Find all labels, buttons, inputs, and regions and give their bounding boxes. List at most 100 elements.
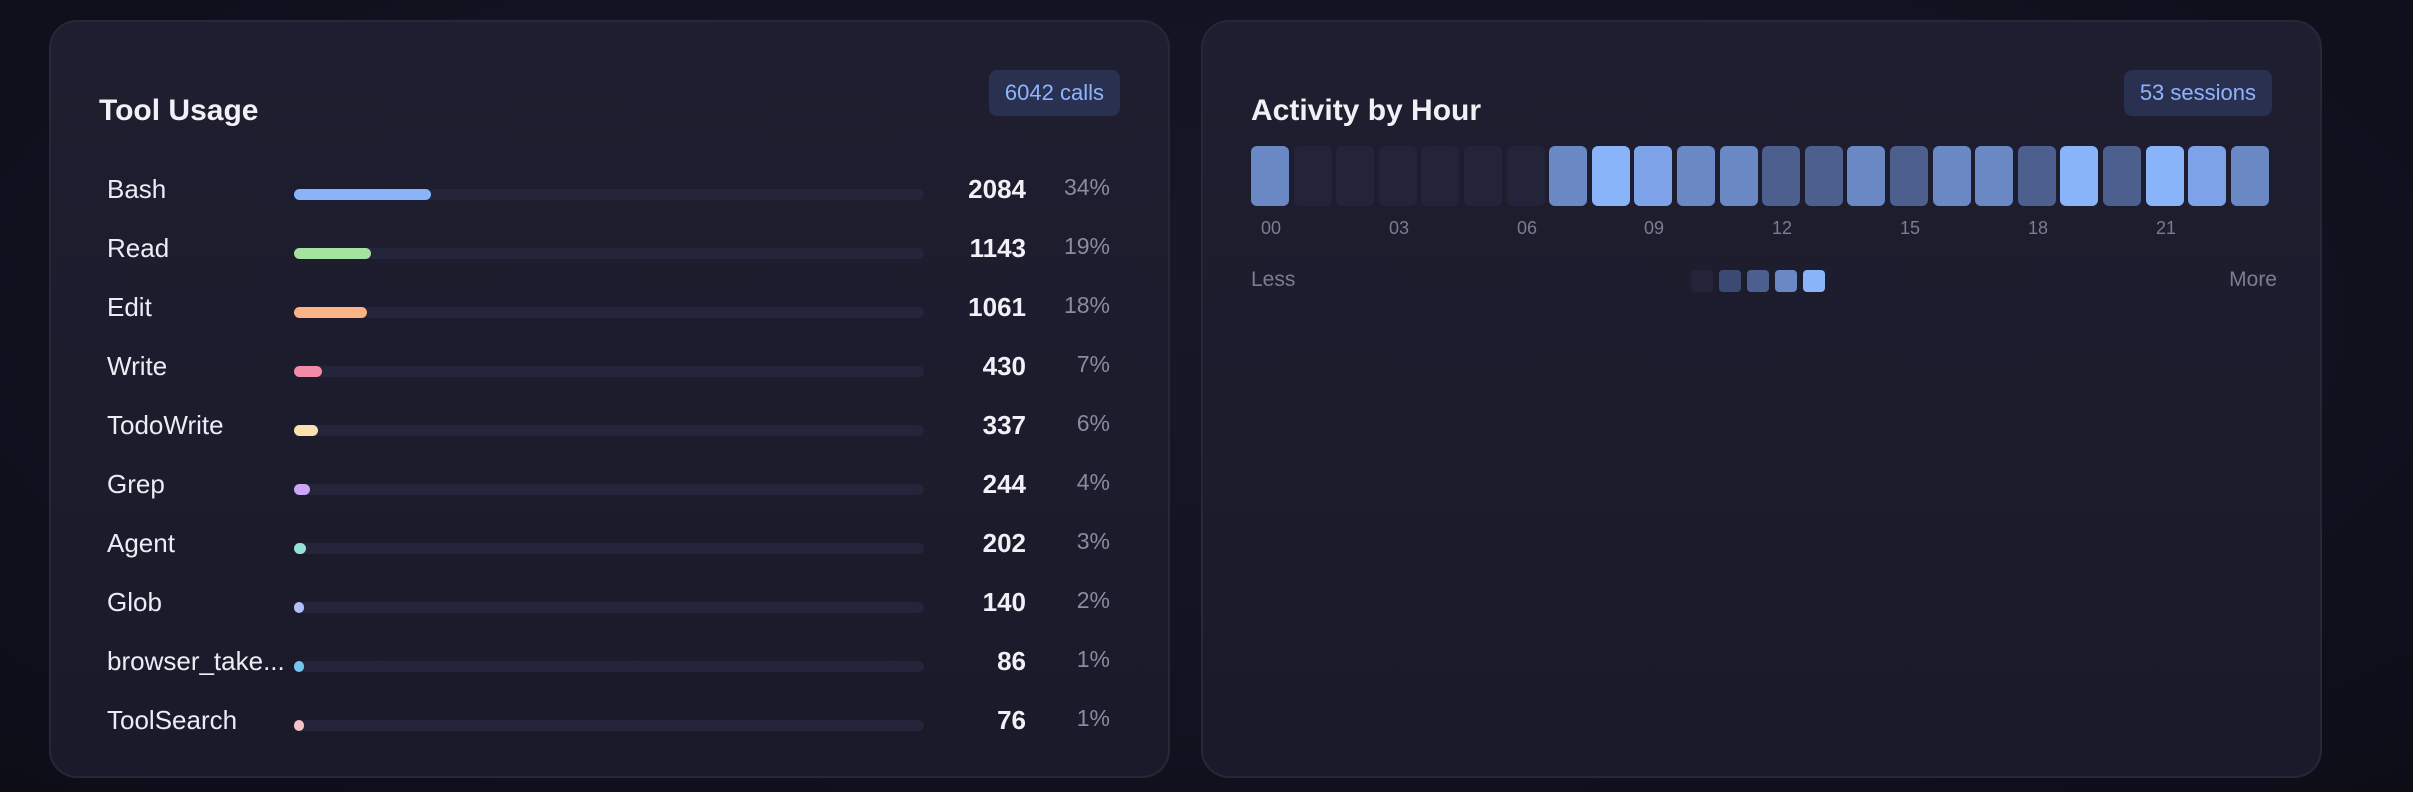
tool-calls-badge: 6042 calls bbox=[988, 70, 1120, 116]
usage-bar-track bbox=[294, 602, 924, 613]
usage-bar-fill bbox=[294, 307, 367, 318]
tool-percent: 4% bbox=[1076, 469, 1110, 495]
hour-cell[interactable] bbox=[2188, 146, 2226, 206]
usage-bar-fill bbox=[294, 484, 310, 495]
tool-row: Agent 202 3% bbox=[51, 518, 1168, 577]
activity-panel: Activity by Hour 53 sessions 00 03 06 09 12 1… bbox=[1201, 20, 2322, 778]
tool-name: TodoWrite bbox=[107, 410, 224, 440]
hour-cell[interactable] bbox=[1251, 146, 1289, 206]
hour-cell[interactable] bbox=[2060, 146, 2098, 206]
sessions-badge: 53 sessions bbox=[2123, 70, 2272, 116]
hour-label: 15 bbox=[1899, 218, 1921, 238]
tool-row: Glob 140 2% bbox=[51, 577, 1168, 636]
hour-label: 00 bbox=[1260, 218, 1282, 238]
usage-bar-track bbox=[294, 543, 924, 554]
hour-cell[interactable] bbox=[2103, 146, 2141, 206]
usage-bar-fill bbox=[294, 425, 318, 436]
tool-row: Grep 244 4% bbox=[51, 459, 1168, 518]
hour-cell[interactable] bbox=[1421, 146, 1459, 206]
hour-label: 06 bbox=[1516, 218, 1538, 238]
tool-row: browser_take... 86 1% bbox=[51, 636, 1168, 695]
tool-usage-list: Bash 2084 34% Read 1143 19% Edit 1061 18% Write 43… bbox=[51, 164, 1168, 754]
hour-cell[interactable] bbox=[1933, 146, 1971, 206]
tool-row: ToolSearch 76 1% bbox=[51, 695, 1168, 754]
legend-swatch bbox=[1691, 270, 1713, 292]
usage-bar-track bbox=[294, 661, 924, 672]
usage-bar-track bbox=[294, 307, 924, 318]
usage-bar-track bbox=[294, 248, 924, 259]
hour-heatmap bbox=[1251, 146, 2277, 206]
tool-usage-title: Tool Usage bbox=[99, 94, 259, 127]
tool-row: Bash 2084 34% bbox=[51, 164, 1168, 223]
hour-cell[interactable] bbox=[1507, 146, 1545, 206]
tool-name: Agent bbox=[107, 528, 175, 558]
tool-row: Read 1143 19% bbox=[51, 223, 1168, 282]
hour-cell[interactable] bbox=[1762, 146, 1800, 206]
tool-name: Bash bbox=[107, 174, 167, 204]
hour-cell[interactable] bbox=[1634, 146, 1672, 206]
legend-swatch bbox=[1775, 270, 1797, 292]
tool-count: 2084 bbox=[968, 174, 1026, 204]
usage-bar-track bbox=[294, 720, 924, 731]
hour-axis-labels: 00 03 06 09 12 15 18 21 bbox=[1251, 218, 2277, 242]
hour-cell[interactable] bbox=[1890, 146, 1928, 206]
tool-row: Write 430 7% bbox=[51, 341, 1168, 400]
tool-count: 1143 bbox=[969, 233, 1026, 263]
tool-count: 140 bbox=[982, 587, 1026, 617]
tool-row: Edit 1061 18% bbox=[51, 282, 1168, 341]
tool-name: Write bbox=[107, 351, 168, 381]
hour-cell[interactable] bbox=[2231, 146, 2269, 206]
hour-cell[interactable] bbox=[1677, 146, 1715, 206]
hour-label: 09 bbox=[1643, 218, 1665, 238]
hour-cell[interactable] bbox=[1336, 146, 1374, 206]
legend-swatch bbox=[1747, 270, 1769, 292]
hour-label: 03 bbox=[1388, 218, 1410, 238]
hour-cell[interactable] bbox=[1805, 146, 1843, 206]
hour-label: 18 bbox=[2027, 218, 2049, 238]
usage-bar-track bbox=[294, 366, 924, 377]
tool-name: browser_take... bbox=[107, 646, 285, 676]
hour-cell[interactable] bbox=[1720, 146, 1758, 206]
tool-percent: 18% bbox=[1063, 292, 1110, 318]
tool-name: Grep bbox=[107, 469, 165, 499]
tool-count: 244 bbox=[982, 469, 1026, 499]
legend-less-label: Less bbox=[1251, 268, 1296, 291]
hour-cell[interactable] bbox=[1847, 146, 1885, 206]
hour-cell[interactable] bbox=[1379, 146, 1417, 206]
usage-bar-fill bbox=[294, 189, 431, 200]
activity-title: Activity by Hour bbox=[1251, 94, 1482, 127]
hour-label: 12 bbox=[1771, 218, 1793, 238]
tool-name: Read bbox=[107, 233, 170, 263]
usage-bar-track bbox=[294, 189, 924, 200]
usage-bar-fill bbox=[294, 720, 304, 731]
legend-swatch bbox=[1719, 270, 1741, 292]
hour-cell[interactable] bbox=[2146, 146, 2184, 206]
tool-count: 76 bbox=[997, 705, 1026, 735]
heatmap-legend: Less More bbox=[1251, 266, 2277, 296]
tool-count: 1061 bbox=[968, 292, 1026, 322]
tool-count: 430 bbox=[982, 351, 1026, 381]
hour-cell[interactable] bbox=[1464, 146, 1502, 206]
usage-bar-fill bbox=[294, 661, 304, 672]
tool-count: 337 bbox=[982, 410, 1026, 440]
legend-swatch bbox=[1803, 270, 1825, 292]
tool-percent: 34% bbox=[1063, 174, 1110, 200]
tool-count: 202 bbox=[982, 528, 1026, 558]
hour-cell[interactable] bbox=[2018, 146, 2056, 206]
usage-bar-fill bbox=[294, 366, 322, 377]
usage-bar-track bbox=[294, 425, 924, 436]
tool-percent: 3% bbox=[1076, 528, 1110, 554]
tool-row: TodoWrite 337 6% bbox=[51, 400, 1168, 459]
tool-percent: 19% bbox=[1063, 233, 1110, 259]
hour-cell[interactable] bbox=[1592, 146, 1630, 206]
hour-label: 21 bbox=[2155, 218, 2177, 238]
tool-percent: 6% bbox=[1076, 410, 1110, 436]
legend-more-label: More bbox=[2229, 268, 2277, 291]
tool-percent: 1% bbox=[1076, 646, 1110, 672]
usage-bar-fill bbox=[294, 248, 371, 259]
hour-cell[interactable] bbox=[1975, 146, 2013, 206]
tool-name: ToolSearch bbox=[107, 705, 238, 735]
hour-cell[interactable] bbox=[1549, 146, 1587, 206]
hour-cell[interactable] bbox=[1294, 146, 1332, 206]
tool-usage-panel: Tool Usage 6042 calls Bash 2084 34% Read 114… bbox=[49, 20, 1170, 778]
